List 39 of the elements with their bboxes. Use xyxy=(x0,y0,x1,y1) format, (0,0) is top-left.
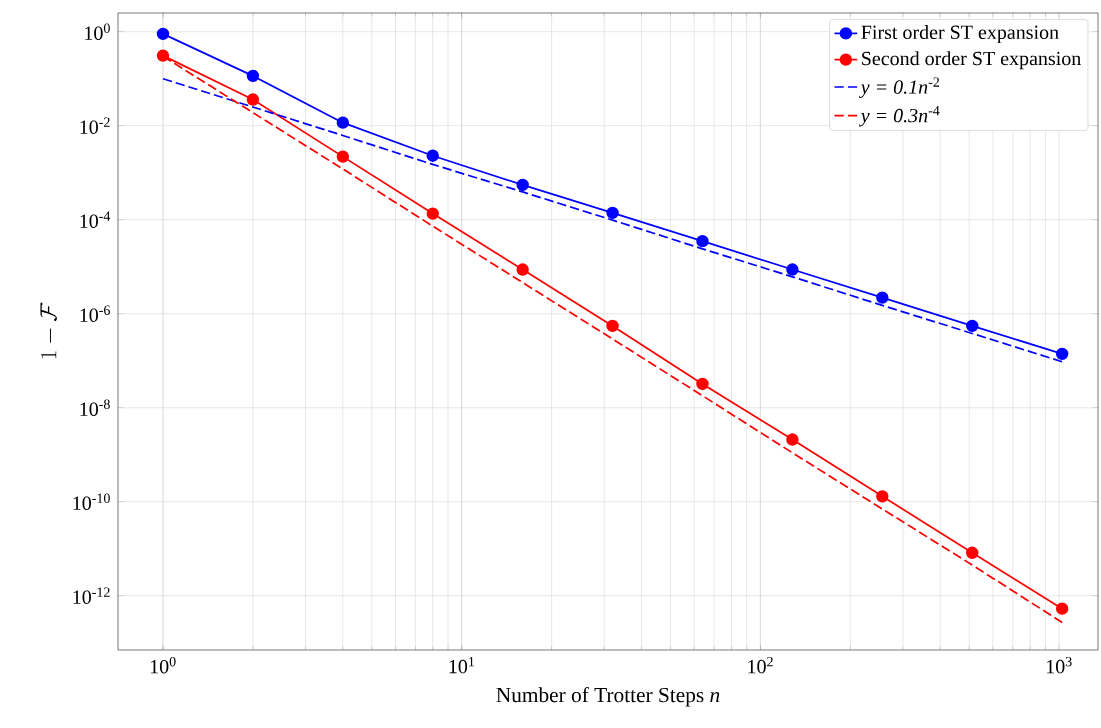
point xyxy=(966,546,979,559)
point xyxy=(786,263,799,276)
point xyxy=(606,319,619,333)
point xyxy=(696,234,709,248)
point xyxy=(336,150,350,163)
point xyxy=(606,206,619,220)
legend-label: y = 0.1n$^{-2}$ xyxy=(859,77,940,98)
point xyxy=(426,207,439,220)
point xyxy=(516,263,529,276)
y-tick-label: 10$^{-12}$ xyxy=(73,587,110,604)
point xyxy=(156,49,170,62)
point xyxy=(1055,347,1069,361)
point xyxy=(786,433,799,446)
legend-label: First order ST expansion xyxy=(861,24,1059,44)
y-tick-label: 10$^{-6}$ xyxy=(80,305,110,322)
x-tick-label: 10$^{1}$ xyxy=(449,656,474,674)
point xyxy=(246,69,260,83)
point xyxy=(696,377,709,391)
point xyxy=(966,319,979,333)
y-tick-label: 10$^{-10}$ xyxy=(73,493,110,510)
point xyxy=(1055,602,1069,615)
legend-label: Second order ST expansion xyxy=(862,51,1081,70)
y-tick-label: 10$^{-4}$ xyxy=(80,211,111,228)
y-tick-label: 10$^{-2}$ xyxy=(80,117,110,134)
point xyxy=(876,291,889,304)
y-tick-label: 10$^{-8}$ xyxy=(80,399,110,416)
legend-label: y = 0.3n$^{-4}$ xyxy=(859,105,940,127)
point xyxy=(516,178,529,192)
x-tick-label: 10$^{3}$ xyxy=(1047,656,1072,674)
y-axis-title: $1 - \mathcal{F}$ xyxy=(40,302,57,359)
point xyxy=(156,27,170,41)
point xyxy=(876,490,889,503)
x-tick-label: 10$^{2}$ xyxy=(748,656,773,674)
x-axis-title: Number of Trotter Steps n xyxy=(496,687,720,707)
point xyxy=(336,116,350,129)
point xyxy=(426,149,439,162)
point xyxy=(246,93,260,106)
y-tick-label: 10$^{0}$ xyxy=(85,23,110,40)
x-tick-label: 10$^{0}$ xyxy=(150,656,176,674)
